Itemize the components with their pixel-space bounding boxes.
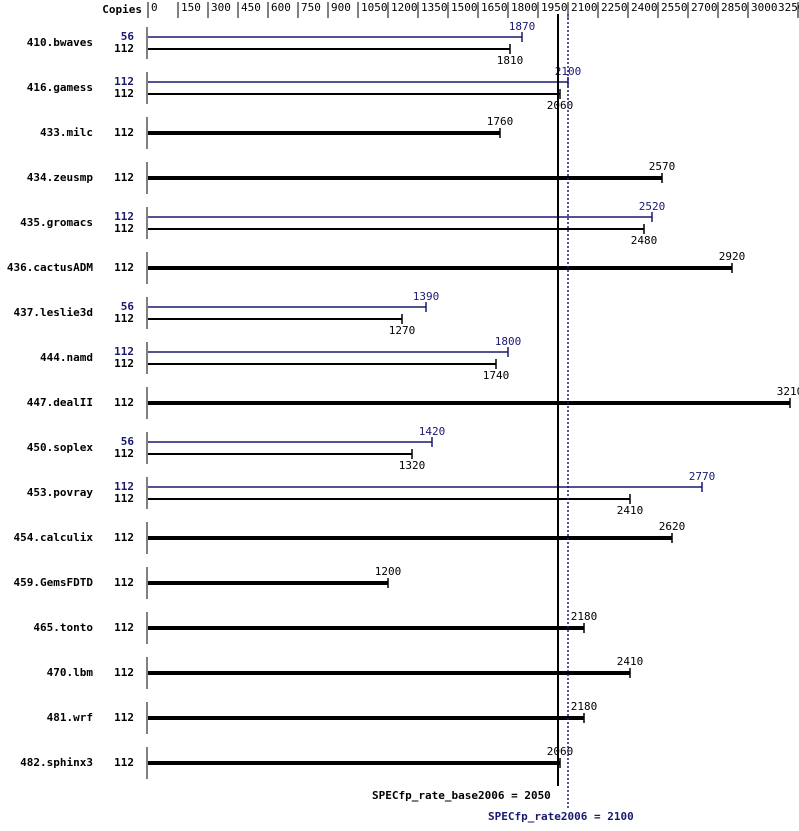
benchmark-label: 470.lbm bbox=[47, 666, 94, 679]
copies-label: 56 bbox=[121, 435, 135, 448]
benchmark-label: 410.bwaves bbox=[27, 36, 93, 49]
copies-label: 112 bbox=[114, 621, 134, 634]
value-label: 2410 bbox=[617, 504, 644, 517]
value-label: 2620 bbox=[659, 520, 686, 533]
copies-label: 112 bbox=[114, 42, 134, 55]
x-tick-label: 0 bbox=[151, 1, 158, 14]
copies-label: 112 bbox=[114, 312, 134, 325]
value-label: 2410 bbox=[617, 655, 644, 668]
value-label: 1760 bbox=[487, 115, 514, 128]
copies-label: 112 bbox=[114, 345, 134, 358]
copies-label: 112 bbox=[114, 210, 134, 223]
x-tick-label: 3000 bbox=[751, 1, 778, 14]
value-label: 2060 bbox=[547, 745, 574, 758]
copies-label: 112 bbox=[114, 261, 134, 274]
x-tick-label: 2250 bbox=[601, 1, 628, 14]
x-tick-label: 2100 bbox=[571, 1, 598, 14]
value-label: 1870 bbox=[509, 20, 536, 33]
value-label: 1200 bbox=[375, 565, 402, 578]
value-label: 2920 bbox=[719, 250, 746, 263]
x-tick-label: 2550 bbox=[661, 1, 688, 14]
benchmark-label: 453.povray bbox=[27, 486, 94, 499]
benchmark-label: 454.calculix bbox=[14, 531, 94, 544]
x-tick-label: 1200 bbox=[391, 1, 418, 14]
x-tick-label: 2400 bbox=[631, 1, 658, 14]
value-label: 1740 bbox=[483, 369, 510, 382]
x-tick-label: 450 bbox=[241, 1, 261, 14]
copies-label: 112 bbox=[114, 75, 134, 88]
benchmark-label: 444.namd bbox=[40, 351, 93, 364]
copies-label: 112 bbox=[114, 711, 134, 724]
copies-header: Copies bbox=[102, 3, 142, 16]
value-label: 2520 bbox=[639, 200, 666, 213]
x-tick-label: 900 bbox=[331, 1, 351, 14]
value-label: 2060 bbox=[547, 99, 574, 112]
benchmark-label: 437.leslie3d bbox=[14, 306, 93, 319]
x-tick-label: 2850 bbox=[721, 1, 748, 14]
copies-label: 112 bbox=[114, 87, 134, 100]
value-label: 1320 bbox=[399, 459, 426, 472]
copies-label: 56 bbox=[121, 300, 135, 313]
x-tick-label: 1800 bbox=[511, 1, 538, 14]
x-tick-label: 150 bbox=[181, 1, 201, 14]
benchmark-label: 447.dealII bbox=[27, 396, 93, 409]
benchmark-label: 435.gromacs bbox=[20, 216, 93, 229]
reference-label: SPECfp_rate2006 = 2100 bbox=[488, 810, 634, 823]
value-label: 2480 bbox=[631, 234, 658, 247]
value-label: 3210 bbox=[777, 385, 799, 398]
x-tick-label: 1650 bbox=[481, 1, 508, 14]
value-label: 1390 bbox=[413, 290, 440, 303]
x-tick-label: 1950 bbox=[541, 1, 568, 14]
benchmark-label: 436.cactusADM bbox=[7, 261, 93, 274]
copies-label: 112 bbox=[114, 222, 134, 235]
x-tick-label: 2700 bbox=[691, 1, 718, 14]
value-label: 2180 bbox=[571, 700, 598, 713]
x-tick-label: 1350 bbox=[421, 1, 448, 14]
benchmark-label: 416.gamess bbox=[27, 81, 93, 94]
x-tick-label: 300 bbox=[211, 1, 231, 14]
copies-label: 112 bbox=[114, 447, 134, 460]
x-tick-label: 600 bbox=[271, 1, 291, 14]
value-label: 2180 bbox=[571, 610, 598, 623]
benchmark-label: 481.wrf bbox=[47, 711, 93, 724]
benchmark-label: 459.GemsFDTD bbox=[14, 576, 94, 589]
x-tick-label: 1500 bbox=[451, 1, 478, 14]
copies-label: 112 bbox=[114, 171, 134, 184]
copies-label: 112 bbox=[114, 492, 134, 505]
copies-label: 56 bbox=[121, 30, 135, 43]
reference-label: SPECfp_rate_base2006 = 2050 bbox=[372, 789, 551, 802]
copies-label: 112 bbox=[114, 531, 134, 544]
copies-label: 112 bbox=[114, 756, 134, 769]
benchmark-label: 433.milc bbox=[40, 126, 93, 139]
copies-label: 112 bbox=[114, 396, 134, 409]
value-label: 1800 bbox=[495, 335, 522, 348]
value-label: 1270 bbox=[389, 324, 416, 337]
x-tick-label: 1050 bbox=[361, 1, 388, 14]
copies-label: 112 bbox=[114, 480, 134, 493]
x-tick-label: 3250 bbox=[778, 1, 799, 14]
value-label: 2570 bbox=[649, 160, 676, 173]
copies-label: 112 bbox=[114, 576, 134, 589]
benchmark-label: 450.soplex bbox=[27, 441, 94, 454]
copies-label: 112 bbox=[114, 357, 134, 370]
benchmark-label: 482.sphinx3 bbox=[20, 756, 93, 769]
value-label: 1420 bbox=[419, 425, 446, 438]
benchmark-label: 434.zeusmp bbox=[27, 171, 94, 184]
value-label: 1810 bbox=[497, 54, 524, 67]
copies-label: 112 bbox=[114, 126, 134, 139]
copies-label: 112 bbox=[114, 666, 134, 679]
x-tick-label: 750 bbox=[301, 1, 321, 14]
value-label: 2770 bbox=[689, 470, 716, 483]
benchmark-label: 465.tonto bbox=[33, 621, 93, 634]
